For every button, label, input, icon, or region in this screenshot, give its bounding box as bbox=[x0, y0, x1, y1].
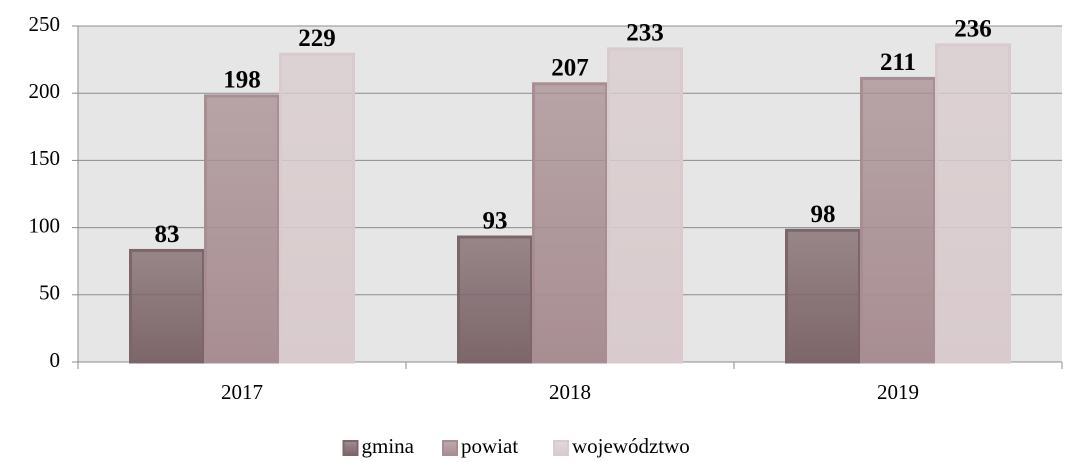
legend-swatch bbox=[342, 440, 359, 456]
value-label: 93 bbox=[483, 208, 508, 235]
y-tick-label: 100 bbox=[29, 213, 61, 237]
x-tick-label: 2017 bbox=[221, 380, 263, 404]
y-tick-label: 50 bbox=[39, 281, 60, 305]
x-tick-label: 2019 bbox=[877, 380, 919, 404]
y-tick-label: 250 bbox=[29, 12, 61, 36]
bar bbox=[279, 52, 355, 364]
legend-label: powiat bbox=[461, 434, 518, 458]
bar bbox=[935, 43, 1011, 364]
bar bbox=[607, 47, 683, 364]
value-label: 236 bbox=[954, 16, 992, 43]
legend-label: województwo bbox=[572, 434, 690, 458]
bar bbox=[204, 94, 280, 364]
x-tick-label: 2018 bbox=[549, 380, 591, 404]
value-label: 233 bbox=[626, 20, 664, 47]
bar bbox=[860, 76, 936, 364]
legend-swatch bbox=[553, 440, 569, 456]
bar bbox=[129, 248, 205, 364]
bar bbox=[457, 235, 533, 364]
y-tick-label: 200 bbox=[29, 79, 61, 103]
y-tick-label: 0 bbox=[50, 348, 61, 372]
legend-label: gmina bbox=[362, 434, 415, 458]
value-label: 83 bbox=[155, 221, 180, 248]
value-label: 198 bbox=[223, 67, 261, 94]
y-tick-label: 150 bbox=[29, 146, 61, 170]
value-label: 211 bbox=[880, 49, 916, 76]
legend-swatch bbox=[442, 440, 458, 456]
value-label: 229 bbox=[298, 25, 336, 52]
value-label: 207 bbox=[551, 55, 589, 82]
value-label: 98 bbox=[811, 201, 836, 228]
bar bbox=[532, 82, 608, 364]
bar bbox=[785, 228, 861, 364]
